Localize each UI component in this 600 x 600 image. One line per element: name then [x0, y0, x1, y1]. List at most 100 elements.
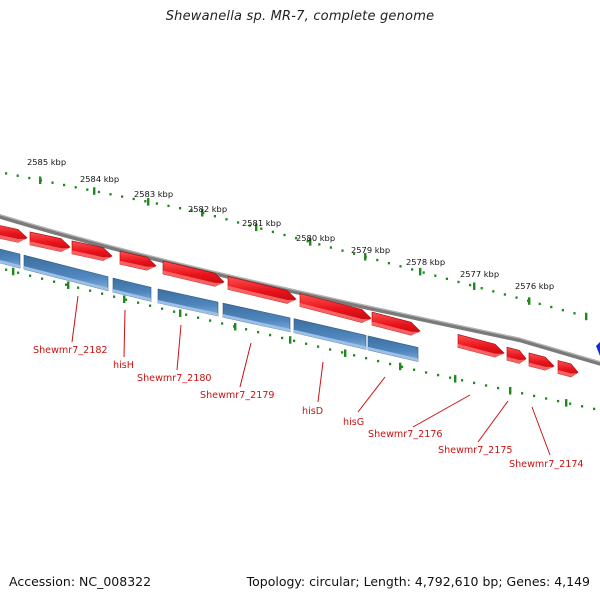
cds-segment	[157, 288, 219, 317]
scale-dot	[550, 305, 553, 309]
scale-tick	[309, 238, 312, 246]
scale-dot	[197, 316, 200, 319]
scale-dot	[17, 271, 20, 274]
gene-arrow-shade	[228, 285, 296, 304]
gene-arrow-shade	[30, 241, 70, 252]
scale-tick	[179, 309, 182, 317]
scale-dot	[557, 399, 560, 403]
scale-dot	[389, 362, 392, 366]
scale-dot	[437, 373, 440, 377]
scale-dot	[295, 236, 298, 240]
gene-arrow-shade	[372, 321, 420, 336]
scale-dot	[137, 301, 140, 304]
scale-dot	[155, 202, 158, 205]
scale-dot	[5, 268, 8, 271]
scale-dot	[422, 271, 425, 274]
scale-dot	[305, 342, 308, 345]
scale-tick	[201, 209, 204, 217]
gene-label: Shewmr7_2176	[368, 429, 443, 440]
scale-dot	[480, 287, 483, 290]
scale-tick	[147, 198, 150, 206]
scale-dot	[473, 381, 476, 385]
scale-tick	[399, 362, 402, 371]
scale-dot	[53, 280, 56, 283]
scale-dot	[41, 277, 44, 280]
scale-dot	[144, 200, 147, 203]
scale-dot	[401, 365, 404, 369]
callout-line	[317, 361, 324, 403]
scale-dot	[581, 405, 584, 408]
gene-arrow-shade	[300, 303, 371, 323]
scale-label: 2576 kbp	[515, 281, 554, 291]
scale-dot	[245, 328, 248, 331]
scale-dot	[593, 407, 596, 411]
scale-dot	[248, 224, 251, 227]
scale-label: 2585 kbp	[27, 157, 66, 167]
scale-tick	[528, 297, 531, 305]
scale-dot	[449, 376, 452, 379]
scale-dot	[28, 176, 31, 180]
scale-tick	[585, 312, 588, 321]
scale-dot	[329, 246, 332, 249]
scale-dot	[221, 322, 224, 325]
cds-segment-highlight	[113, 289, 151, 302]
reverse-cds-track	[0, 248, 419, 362]
scale-dot	[573, 312, 576, 315]
gene-arrow-shade	[72, 250, 112, 261]
scale-tick	[419, 267, 422, 276]
scale-dot	[377, 359, 380, 363]
scale-label: 2582 kbp	[188, 204, 227, 214]
callout-line	[477, 400, 509, 443]
scale-dot	[65, 283, 68, 286]
callout-line	[412, 394, 471, 428]
scale-dot	[74, 186, 77, 189]
scale-labels: 2585 kbp 2584 kbp 2583 kbp 2582 kbp 2581 kbp…	[27, 157, 554, 291]
scale-dot	[515, 296, 518, 299]
gene-arrow-shade	[120, 260, 156, 271]
gene-label: hisD	[302, 406, 323, 417]
scale-dot	[51, 181, 54, 184]
scale-tick	[234, 322, 237, 331]
scale-dot	[29, 274, 32, 277]
scale-tick	[289, 336, 292, 344]
inner-scale-track	[5, 267, 596, 411]
scale-dot	[113, 295, 116, 298]
scale-dot	[399, 265, 402, 268]
scale-dot	[269, 333, 272, 337]
scale-tick	[12, 267, 15, 276]
callout-line	[357, 376, 386, 413]
scale-dot	[533, 394, 536, 398]
callout-line	[176, 324, 182, 371]
gene-label: hisG	[343, 417, 364, 428]
forward-gene-track	[0, 225, 579, 378]
gene-label: Shewmr7_2174	[509, 459, 584, 470]
scale-dot	[161, 307, 164, 310]
scale-dot	[97, 190, 100, 194]
scale-dot	[538, 302, 541, 306]
gene-arrow-shade	[529, 362, 554, 371]
scale-dot	[109, 193, 112, 196]
scale-label: 2583 kbp	[134, 189, 173, 199]
scale-dot	[173, 310, 176, 313]
scale-dot	[341, 249, 344, 252]
scale-dot	[5, 172, 8, 175]
edge-marker	[596, 342, 600, 356]
gene-label: Shewmr7_2180	[137, 373, 212, 384]
scale-tick	[93, 187, 96, 195]
scale-tick	[473, 282, 476, 290]
scale-dot	[387, 261, 390, 265]
page-title: Shewanella sp. MR-7, complete genome	[165, 9, 435, 24]
scale-dot	[86, 188, 89, 191]
scale-dot	[306, 240, 309, 243]
gene-arrow-shade	[558, 370, 578, 377]
scale-label: 2584 kbp	[80, 174, 119, 184]
scale-dot	[365, 356, 368, 360]
scale-dot	[485, 384, 488, 387]
scale-dot	[425, 371, 428, 374]
scale-tick	[255, 223, 258, 232]
scale-label: 2577 kbp	[460, 269, 499, 279]
gene-label: Shewmr7_2175	[438, 445, 513, 456]
scale-dot	[445, 277, 448, 281]
cds-segment-highlight	[368, 346, 418, 362]
